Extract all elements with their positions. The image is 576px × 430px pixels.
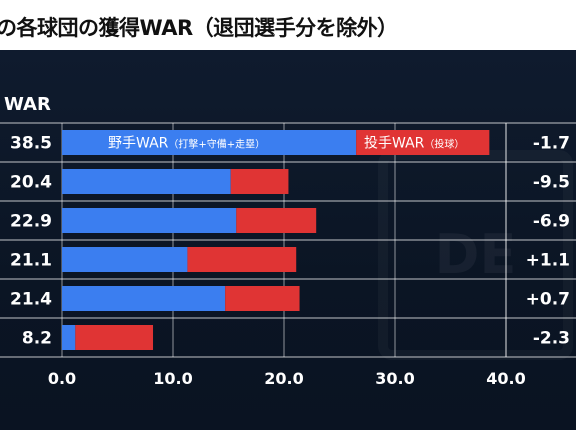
war-column-header: WAR — [4, 94, 51, 115]
bar-pitcher-war — [187, 247, 297, 272]
total-war-label: 8.2 — [22, 329, 52, 349]
total-war-label: 21.4 — [10, 290, 52, 310]
war-difference-label: -1.7 — [533, 134, 570, 154]
title-bar: の各球団の獲得WAR（退団選手分を除外） — [0, 0, 576, 50]
bar-fielder-war — [62, 286, 226, 311]
war-difference-label: -2.3 — [533, 329, 570, 349]
x-tick-label: 10.0 — [153, 369, 192, 388]
chart-title: の各球団の獲得WAR（退団選手分を除外） — [0, 16, 398, 40]
x-tick-label: 40.0 — [486, 369, 525, 388]
watermark-logo: DE — [378, 150, 573, 360]
total-war-label: 20.4 — [10, 173, 52, 193]
war-difference-label: +0.7 — [526, 290, 570, 310]
war-difference-label: -6.9 — [533, 212, 570, 232]
bar-fielder-war — [62, 208, 237, 233]
x-tick-label: 20.0 — [264, 369, 303, 388]
legend-fielder-detail: （打撃+守備+走塁） — [168, 138, 265, 151]
bar-pitcher-war — [236, 208, 317, 233]
x-tick-label: 30.0 — [375, 369, 414, 388]
total-war-label: 21.1 — [10, 251, 52, 271]
bar-pitcher-war — [230, 169, 289, 194]
total-war-label: 38.5 — [10, 134, 52, 154]
bar-pitcher-war — [75, 325, 154, 350]
x-tick-label: 0.0 — [48, 369, 76, 388]
bar-pitcher-war — [356, 130, 490, 155]
war-difference-label: +1.1 — [526, 251, 570, 271]
bar-fielder-war — [62, 169, 231, 194]
legend-pitcher-war: 投手WAR（投球） — [364, 136, 464, 152]
bar-pitcher-war — [225, 286, 300, 311]
bar-fielder-war — [62, 247, 188, 272]
legend-pitcher-detail: （投球） — [424, 138, 464, 151]
war-difference-label: -9.5 — [533, 173, 570, 193]
bar-fielder-war — [62, 325, 76, 350]
legend-fielder-war: 野手WAR（打撃+守備+走塁） — [108, 136, 265, 152]
bar-fielder-war — [62, 130, 357, 155]
total-war-label: 22.9 — [10, 212, 52, 232]
